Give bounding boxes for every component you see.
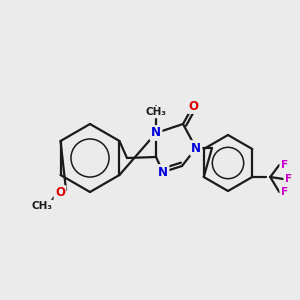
Text: N: N: [191, 142, 201, 154]
Text: CH₃: CH₃: [32, 201, 52, 211]
Text: F: F: [285, 174, 292, 184]
Text: N: N: [151, 127, 161, 140]
Text: N: N: [158, 166, 168, 178]
Text: F: F: [281, 160, 288, 170]
Text: O: O: [188, 100, 198, 112]
Text: CH₃: CH₃: [146, 107, 167, 117]
Text: F: F: [281, 187, 288, 197]
Text: O: O: [55, 187, 65, 200]
